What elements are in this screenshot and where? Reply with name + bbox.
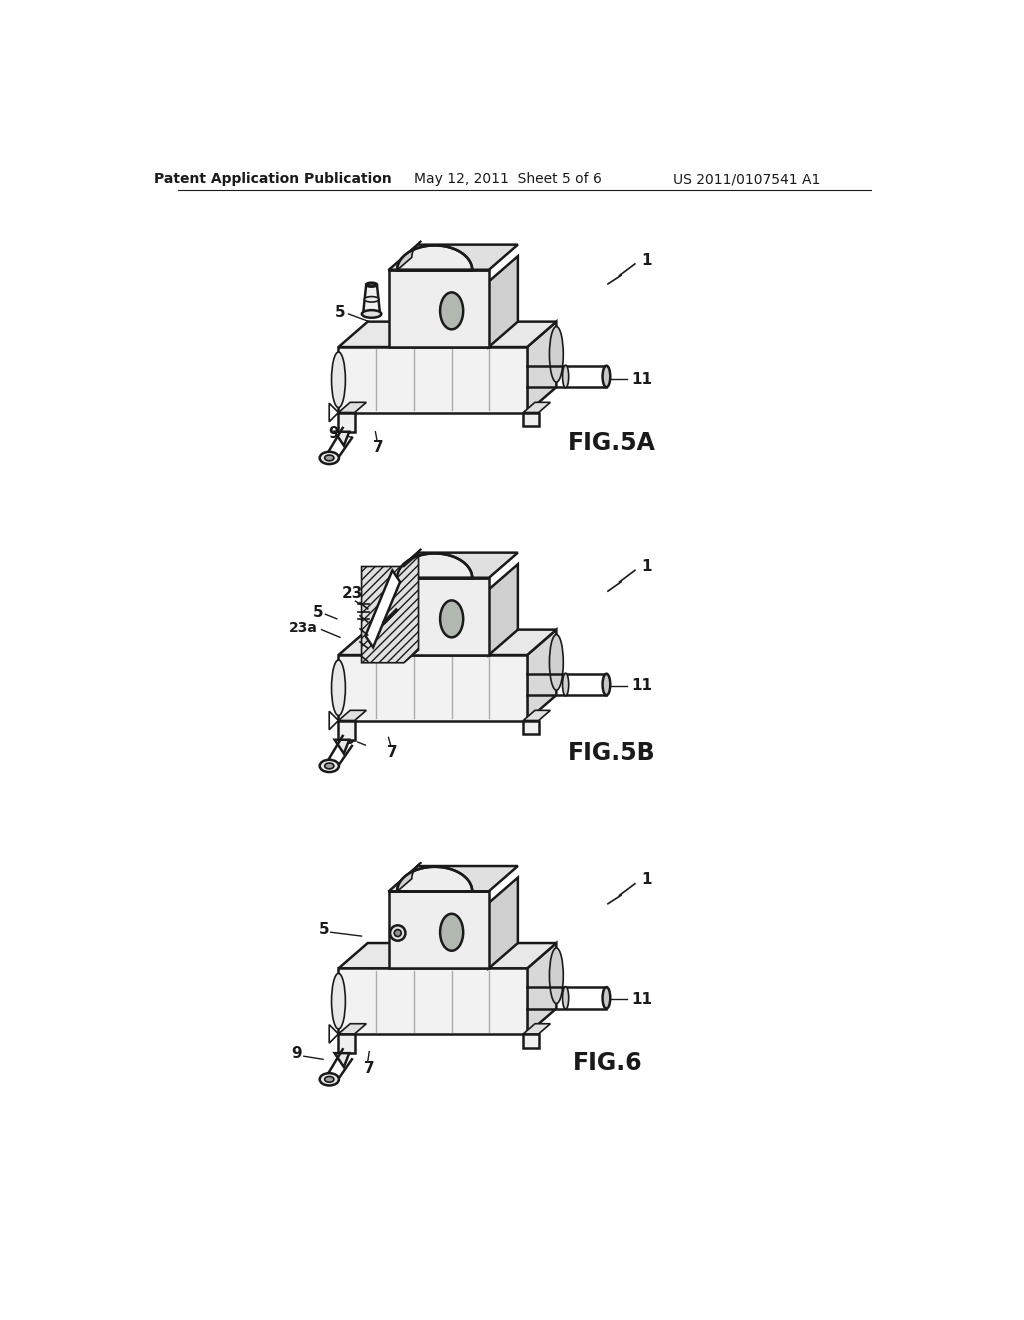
Text: 1: 1 — [641, 558, 651, 574]
Ellipse shape — [440, 913, 463, 950]
Polygon shape — [330, 711, 339, 730]
Polygon shape — [339, 1024, 367, 1034]
Circle shape — [394, 929, 401, 936]
Ellipse shape — [440, 293, 463, 330]
Text: 11: 11 — [631, 372, 652, 387]
Polygon shape — [330, 404, 339, 422]
Polygon shape — [339, 969, 527, 1034]
Ellipse shape — [562, 366, 568, 388]
Text: FIG.5A: FIG.5A — [568, 432, 655, 455]
Polygon shape — [523, 721, 539, 734]
Text: 20: 20 — [443, 557, 465, 572]
Polygon shape — [339, 630, 556, 655]
Text: 1: 1 — [641, 252, 651, 268]
Polygon shape — [388, 578, 488, 655]
Polygon shape — [388, 891, 488, 969]
Ellipse shape — [550, 326, 563, 383]
Ellipse shape — [361, 310, 381, 318]
Ellipse shape — [602, 987, 610, 1008]
Polygon shape — [335, 432, 349, 446]
Ellipse shape — [602, 366, 610, 387]
Ellipse shape — [369, 284, 375, 285]
Text: 1: 1 — [641, 873, 651, 887]
Ellipse shape — [602, 673, 610, 696]
Polygon shape — [388, 867, 488, 891]
Polygon shape — [523, 403, 550, 412]
Text: 9: 9 — [291, 1047, 301, 1061]
Text: 7: 7 — [364, 1061, 375, 1076]
Text: 11: 11 — [631, 678, 652, 693]
Polygon shape — [339, 721, 354, 739]
Text: 23: 23 — [342, 586, 362, 601]
Text: 5: 5 — [319, 923, 330, 937]
Text: FIG.6: FIG.6 — [573, 1051, 643, 1076]
Ellipse shape — [440, 601, 463, 638]
Ellipse shape — [550, 948, 563, 1003]
Ellipse shape — [325, 763, 334, 768]
Polygon shape — [339, 403, 367, 412]
Polygon shape — [335, 1053, 349, 1067]
Ellipse shape — [325, 1076, 334, 1082]
Text: FIG.5B: FIG.5B — [568, 741, 655, 764]
Polygon shape — [397, 549, 421, 578]
Ellipse shape — [367, 282, 377, 286]
Text: 5: 5 — [335, 305, 345, 319]
Ellipse shape — [325, 455, 334, 461]
Polygon shape — [488, 564, 518, 655]
Text: 11: 11 — [631, 991, 652, 1007]
Polygon shape — [335, 739, 349, 754]
Ellipse shape — [365, 297, 379, 302]
Polygon shape — [527, 630, 556, 721]
Polygon shape — [388, 271, 488, 347]
Polygon shape — [364, 285, 380, 314]
Text: 7: 7 — [387, 746, 397, 760]
Ellipse shape — [332, 973, 345, 1030]
Polygon shape — [397, 862, 421, 891]
Ellipse shape — [332, 660, 345, 715]
Polygon shape — [366, 570, 400, 647]
Polygon shape — [339, 710, 367, 721]
Polygon shape — [388, 866, 518, 891]
Circle shape — [390, 925, 406, 941]
Polygon shape — [339, 942, 556, 969]
Polygon shape — [488, 256, 518, 347]
Ellipse shape — [562, 986, 568, 1010]
Text: 20: 20 — [443, 251, 465, 267]
Polygon shape — [330, 1024, 339, 1043]
Polygon shape — [488, 878, 518, 969]
Text: US 2011/0107541 A1: US 2011/0107541 A1 — [673, 172, 820, 186]
Polygon shape — [339, 322, 556, 347]
Text: Patent Application Publication: Patent Application Publication — [155, 172, 392, 186]
Polygon shape — [527, 942, 556, 1034]
Polygon shape — [388, 553, 488, 578]
Ellipse shape — [562, 673, 568, 696]
Polygon shape — [339, 412, 354, 432]
Polygon shape — [523, 1024, 550, 1034]
Polygon shape — [523, 710, 550, 721]
Polygon shape — [339, 655, 527, 721]
Polygon shape — [388, 246, 488, 271]
Polygon shape — [527, 322, 556, 412]
Polygon shape — [339, 1034, 354, 1053]
Text: 7: 7 — [373, 440, 384, 454]
Ellipse shape — [319, 760, 339, 772]
Text: 9: 9 — [345, 733, 355, 747]
Polygon shape — [523, 1034, 539, 1048]
Polygon shape — [361, 554, 419, 663]
Text: 23b: 23b — [391, 647, 421, 660]
Text: 23a: 23a — [290, 622, 318, 635]
Polygon shape — [388, 553, 518, 578]
Text: 20: 20 — [428, 869, 450, 883]
Ellipse shape — [550, 635, 563, 690]
Polygon shape — [339, 347, 527, 412]
Text: 5: 5 — [312, 605, 323, 620]
Polygon shape — [388, 244, 518, 271]
Ellipse shape — [319, 451, 339, 465]
Text: May 12, 2011  Sheet 5 of 6: May 12, 2011 Sheet 5 of 6 — [414, 172, 602, 186]
Ellipse shape — [332, 352, 345, 408]
Polygon shape — [397, 242, 421, 271]
Polygon shape — [523, 412, 539, 426]
Text: 9: 9 — [328, 426, 338, 441]
Ellipse shape — [319, 1073, 339, 1085]
